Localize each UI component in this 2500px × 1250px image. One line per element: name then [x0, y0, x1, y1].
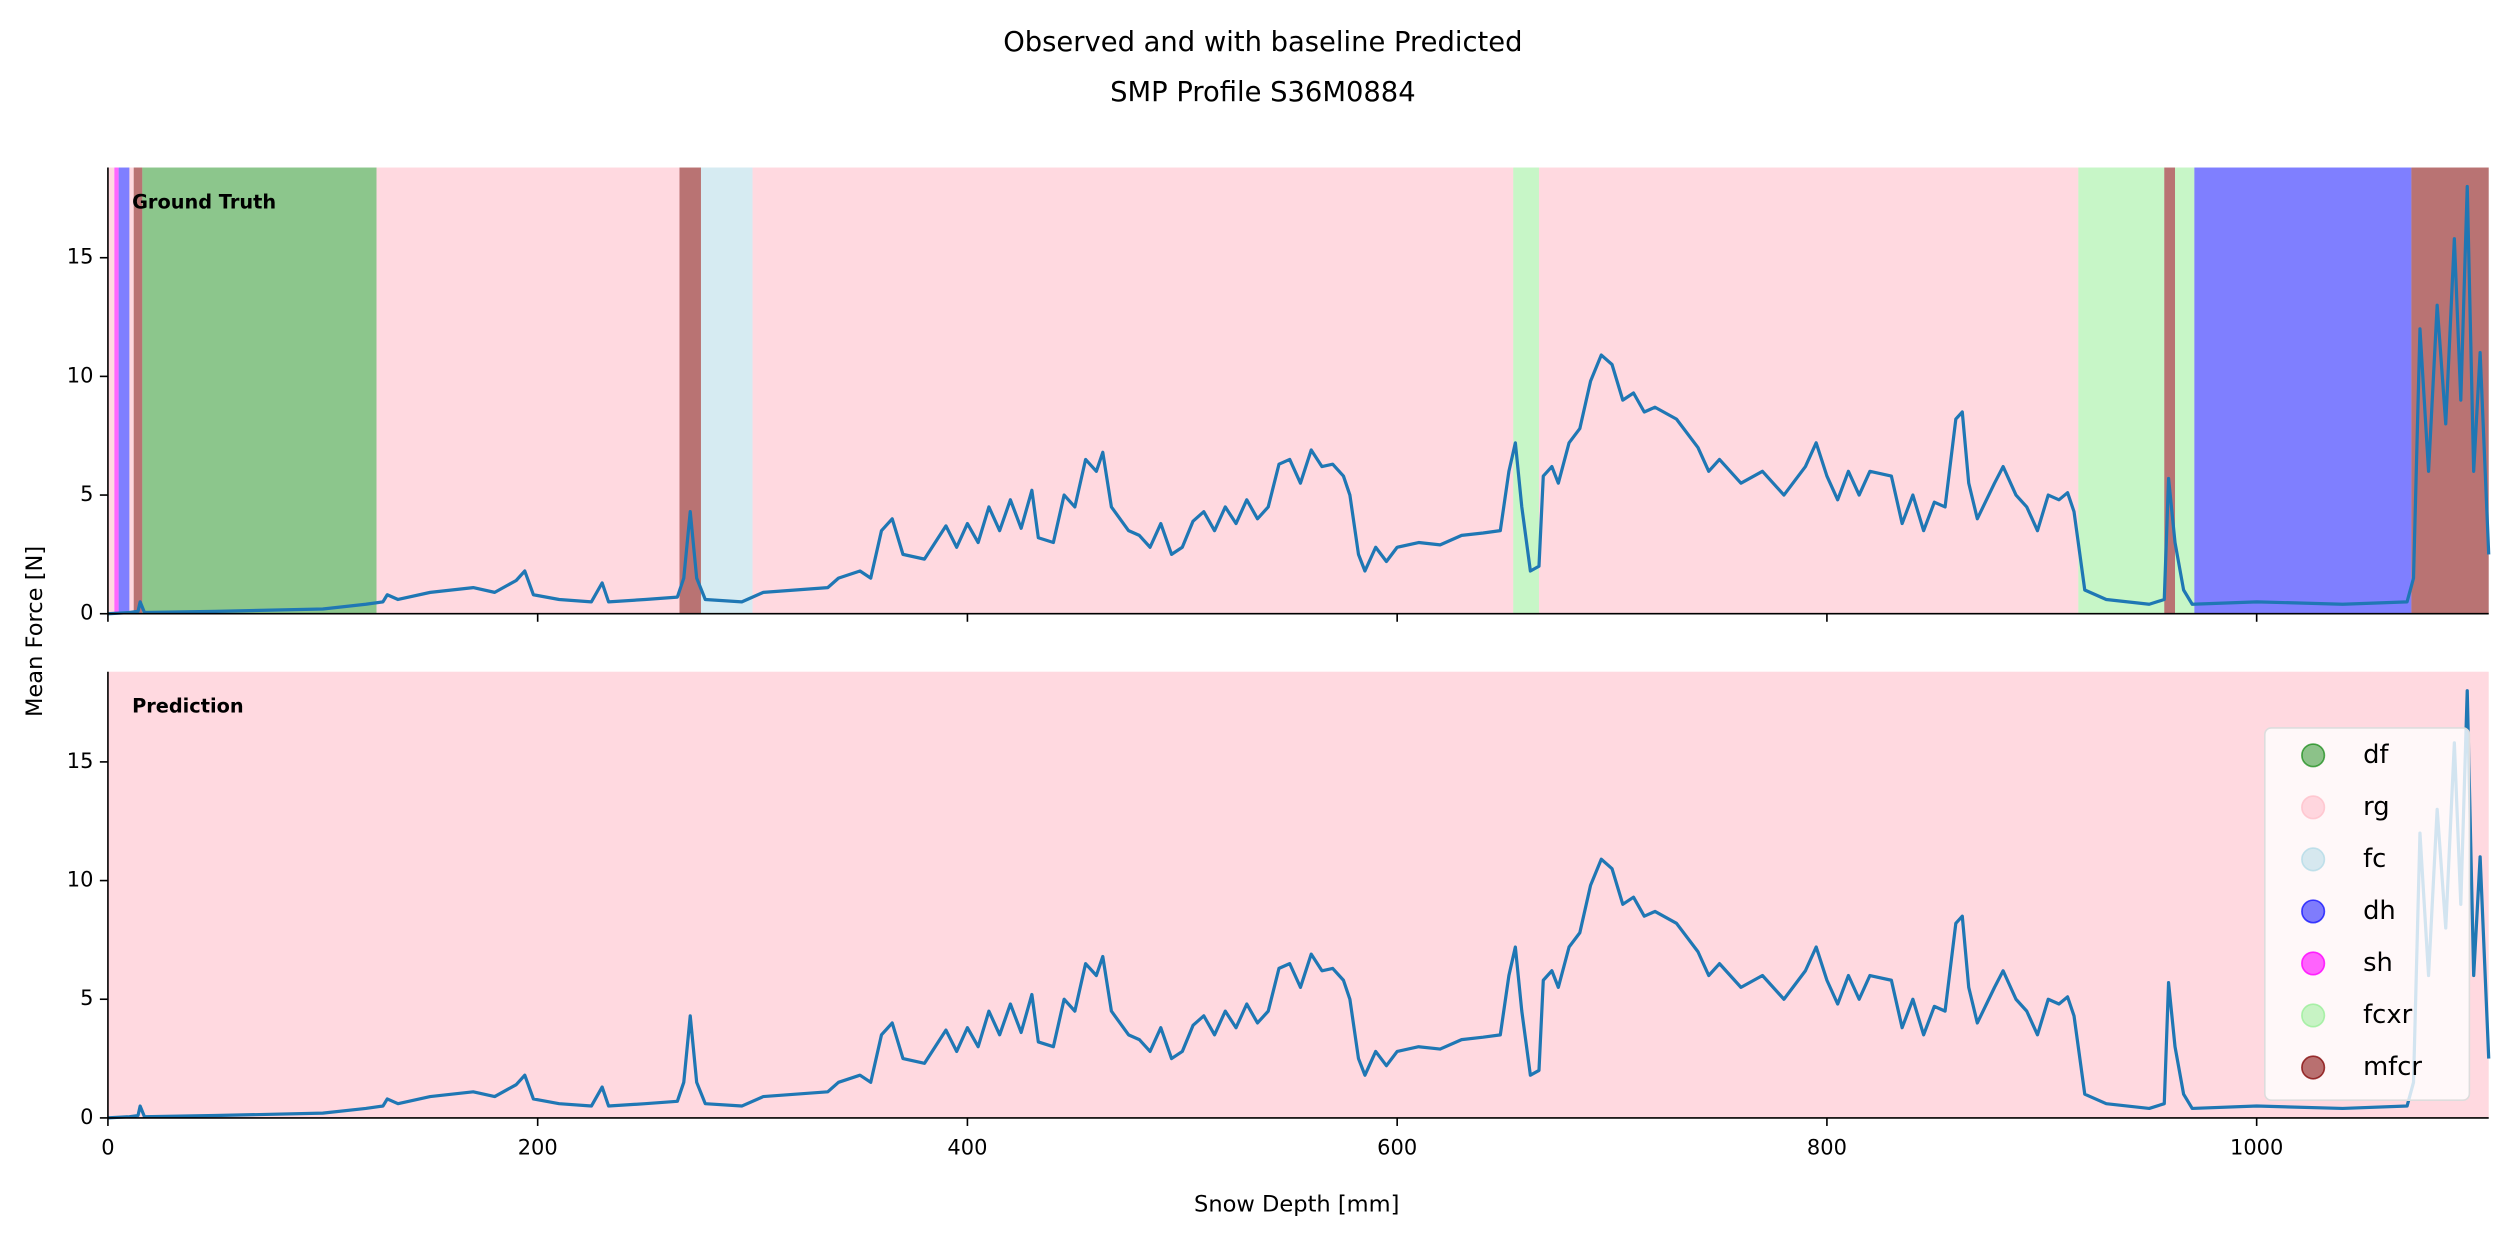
- layer-region: [2175, 167, 2195, 614]
- panel-label: Prediction: [132, 695, 244, 718]
- y-tick-label: 10: [67, 363, 94, 387]
- legend-marker: [2301, 795, 2326, 820]
- force-line: [107, 184, 2491, 616]
- y-tick-label: 5: [80, 482, 93, 506]
- layer-region: [114, 167, 119, 614]
- layer-region: [118, 167, 130, 614]
- x-tick-label: 600: [1377, 1136, 1417, 1160]
- layer-region: [1538, 167, 2079, 614]
- layer-region: [133, 167, 143, 614]
- legend-marker: [2301, 847, 2326, 872]
- figure-title: Observed and with baseline Predicted: [1003, 27, 1522, 58]
- force-line: [107, 689, 2491, 1120]
- layer-region: [142, 167, 377, 614]
- legend-marker: [2301, 951, 2326, 976]
- panel-label: Ground Truth: [132, 190, 276, 213]
- legend-label: df: [2363, 740, 2389, 770]
- legend-marker: [2301, 899, 2326, 924]
- x-axis-label: Snow Depth [mm]: [1194, 1191, 1399, 1217]
- x-tick-label: 0: [101, 1136, 114, 1160]
- legend-label: fc: [2363, 844, 2386, 874]
- y-tick-label: 0: [80, 601, 93, 625]
- layer-region: [107, 671, 2489, 1118]
- x-tick-label: 200: [518, 1136, 558, 1160]
- y-tick-label: 5: [80, 986, 93, 1010]
- layer-region: [2194, 167, 2412, 614]
- layer-region: [2078, 167, 2165, 614]
- legend-label: sh: [2363, 948, 2393, 978]
- legend-label: dh: [2363, 896, 2396, 926]
- layer-region: [679, 167, 701, 614]
- legend-marker: [2301, 1055, 2326, 1080]
- legend-label: fcxr: [2363, 1000, 2412, 1030]
- y-tick-label: 0: [80, 1105, 93, 1129]
- layer-region: [2164, 167, 2176, 614]
- figure-subtitle: SMP Profile S36M0884: [1110, 77, 1416, 108]
- legend-label: mfcr: [2363, 1052, 2422, 1082]
- y-tick-label: 15: [67, 749, 94, 773]
- legend-label: rg: [2363, 792, 2390, 822]
- legend-marker: [2301, 1003, 2326, 1028]
- x-tick-label: 800: [1807, 1136, 1847, 1160]
- y-tick-label: 15: [67, 245, 94, 269]
- layer-region: [700, 167, 753, 614]
- y-tick-label: 10: [67, 868, 94, 892]
- layer-region: [129, 167, 134, 614]
- legend-marker: [2301, 743, 2326, 768]
- layer-region: [376, 167, 680, 614]
- layer-region: [107, 167, 115, 614]
- x-tick-label: 1000: [2230, 1136, 2283, 1160]
- y-axis-label: Mean Force [N]: [22, 546, 48, 717]
- x-tick-label: 400: [947, 1136, 987, 1160]
